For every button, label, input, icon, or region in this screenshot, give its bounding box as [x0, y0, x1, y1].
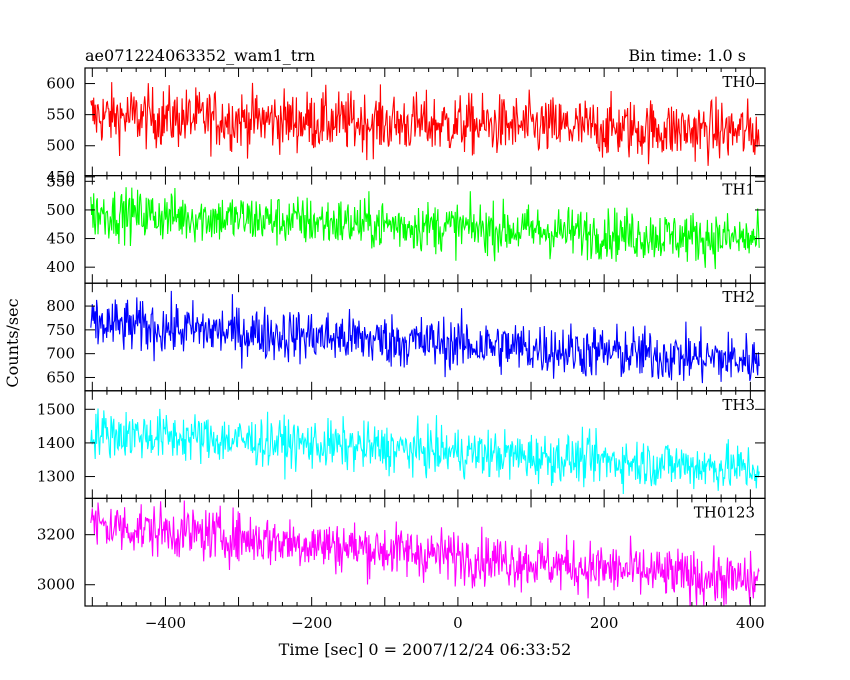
- panel-label-th0: TH0: [722, 73, 755, 91]
- panel-label-th3: TH3: [722, 396, 755, 414]
- y-axis-label: Counts/sec: [3, 298, 22, 387]
- x-tick-label: 0: [453, 614, 463, 632]
- panel-label-th2: TH2: [722, 288, 755, 306]
- x-tick-label: 200: [590, 614, 619, 632]
- y-tick-label: 3200: [37, 526, 75, 544]
- panel-group: 450 500 550 600 TH0 400 450 500 550 TH1 650 700 750 8…: [37, 67, 766, 632]
- panel-frame-th0123: [84, 497, 766, 607]
- series-line-th1: [90, 187, 760, 270]
- panel-label-th0123: TH0123: [694, 503, 755, 521]
- y-tick-label: 750: [46, 321, 75, 339]
- y-tick-label: 450: [46, 230, 75, 248]
- y-tick-label: 700: [46, 345, 75, 363]
- x-axis-label: Time [sec] 0 = 2007/12/24 06:33:52: [279, 640, 572, 659]
- panel-label-th1: TH1: [722, 181, 755, 199]
- series-line-th2: [90, 290, 760, 384]
- x-tick-label: −400: [145, 614, 186, 632]
- y-tick-label: 800: [46, 297, 75, 315]
- y-tick-label: 450: [46, 168, 75, 186]
- series-line-th0: [90, 82, 760, 166]
- y-tick-label: 550: [46, 106, 75, 124]
- panel-frame-th3: [84, 390, 766, 499]
- y-tick-label: 550: [46, 172, 75, 190]
- y-tick-label: 400: [46, 258, 75, 276]
- y-tick-label: 1400: [37, 434, 75, 452]
- x-tick-label: 400: [736, 614, 765, 632]
- x-tick-label: −200: [291, 614, 332, 632]
- y-tick-label: 600: [46, 75, 75, 93]
- series-line-th0123: [90, 500, 760, 606]
- chart-right-title: Bin time: 1.0 s: [628, 46, 746, 65]
- y-tick-label: 1300: [37, 468, 75, 486]
- y-tick-label: 3000: [37, 576, 75, 594]
- y-tick-label: 500: [46, 201, 75, 219]
- y-tick-label: 650: [46, 368, 75, 386]
- y-tick-label: 1500: [37, 400, 75, 418]
- series-line-th3: [90, 408, 760, 495]
- chart-left-title: ae071224063352_wam1_trn: [85, 46, 315, 65]
- y-tick-label: 500: [46, 137, 75, 155]
